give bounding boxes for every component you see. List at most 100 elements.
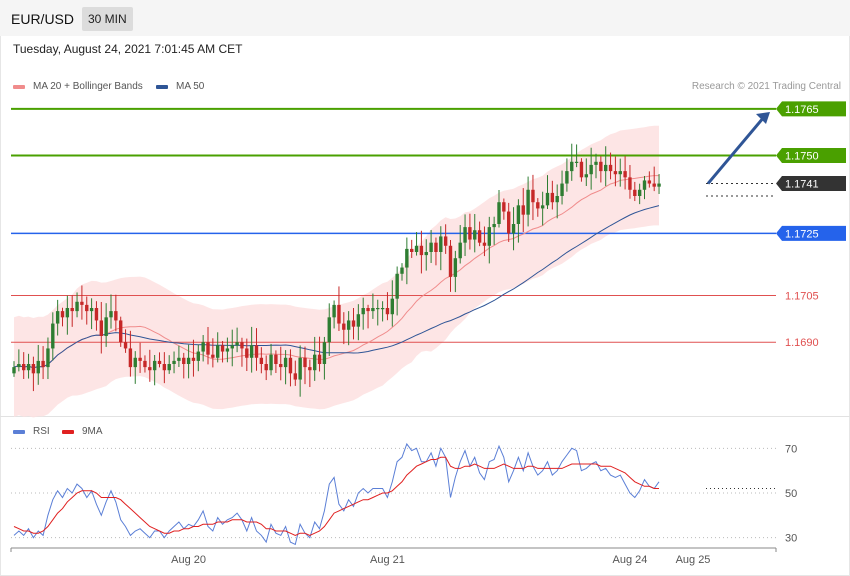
candle xyxy=(322,336,327,380)
candle xyxy=(259,347,264,374)
forecast-arrow-head xyxy=(756,112,770,124)
candle-body xyxy=(540,205,545,209)
candle-body xyxy=(162,364,167,371)
candle xyxy=(458,225,462,264)
candle xyxy=(521,188,525,233)
candle-body xyxy=(31,364,36,374)
candle-body xyxy=(17,364,21,368)
candle-body xyxy=(186,357,191,364)
candle xyxy=(12,361,16,377)
candle-body xyxy=(85,304,89,312)
candle-body xyxy=(123,342,128,349)
candle xyxy=(385,292,390,321)
candle-body xyxy=(157,360,162,364)
candle-body xyxy=(143,360,147,368)
candle xyxy=(380,301,385,322)
candle xyxy=(361,297,365,330)
candle-body xyxy=(12,367,16,374)
candle xyxy=(536,198,540,217)
candle xyxy=(17,349,21,372)
candle-body xyxy=(196,351,200,361)
candle-body xyxy=(424,252,428,256)
candle xyxy=(356,304,361,341)
candle-body xyxy=(473,230,477,240)
candle-body xyxy=(521,205,525,215)
candle-body xyxy=(584,174,588,178)
candle-body xyxy=(366,308,370,312)
candle xyxy=(114,294,118,332)
timeframe-badge[interactable]: 30 MIN xyxy=(82,7,133,31)
candle-body xyxy=(613,171,618,175)
candle-body xyxy=(191,357,196,361)
candle xyxy=(400,263,404,281)
candle xyxy=(269,343,273,376)
candle-body xyxy=(283,357,288,368)
candle xyxy=(143,355,147,373)
candle xyxy=(584,158,588,187)
candle-body xyxy=(172,360,176,364)
candle xyxy=(167,355,171,374)
candle-body xyxy=(22,364,26,371)
candle xyxy=(526,176,530,227)
chart-datetime: Tuesday, August 24, 2021 7:01:45 AM CET xyxy=(13,42,243,56)
candle-body xyxy=(206,342,210,355)
candle-body xyxy=(70,308,74,312)
candle xyxy=(36,344,40,385)
candle-body xyxy=(380,308,385,310)
candle xyxy=(448,239,453,292)
candle-body xyxy=(152,360,157,371)
candle xyxy=(279,346,283,381)
legend-9ma-swatch xyxy=(62,429,74,434)
candle xyxy=(540,191,545,226)
credit-text: Research © 2021 Trading Central xyxy=(691,81,841,92)
candle xyxy=(60,307,65,327)
candle-body xyxy=(555,196,559,203)
price-label-1.1690: 1.1690 xyxy=(785,337,819,349)
candle-body xyxy=(652,183,656,187)
candle xyxy=(41,346,45,380)
candle-body xyxy=(570,161,574,172)
candle xyxy=(419,230,424,274)
candle-body xyxy=(337,304,341,324)
candle-body xyxy=(628,177,632,190)
candle-body xyxy=(26,364,31,371)
candle xyxy=(599,156,603,183)
candle-body xyxy=(497,202,501,224)
candle xyxy=(429,230,433,263)
candle xyxy=(443,224,448,254)
candle-body xyxy=(536,202,540,209)
candle-body xyxy=(51,323,55,349)
candle-body xyxy=(405,248,409,268)
bollinger-band-area xyxy=(14,125,659,418)
legend-rsi: RSI xyxy=(13,426,50,437)
candle xyxy=(298,345,302,397)
candle-body xyxy=(487,227,491,246)
candle xyxy=(235,327,239,353)
candle xyxy=(376,299,380,326)
legend-ma20-swatch xyxy=(13,84,25,89)
candle-body xyxy=(65,308,70,318)
candle xyxy=(133,351,137,384)
candle-body xyxy=(502,202,506,212)
candle-body xyxy=(545,192,550,206)
legend-9ma-label: 9MA xyxy=(82,426,103,437)
candle-body xyxy=(468,227,472,240)
candle xyxy=(637,183,642,205)
candle xyxy=(565,158,569,192)
candle xyxy=(453,250,458,293)
candle-body xyxy=(148,367,152,371)
rsi-tick-label: 30 xyxy=(785,533,797,545)
candle-body xyxy=(453,258,458,277)
candle xyxy=(51,312,55,361)
candle-body xyxy=(579,161,584,178)
candle xyxy=(473,214,477,253)
candle xyxy=(109,294,113,329)
x-tick-label-Aug-20: Aug 20 xyxy=(171,554,206,566)
candle-body xyxy=(104,317,108,336)
candle-body xyxy=(608,164,613,172)
candle xyxy=(570,143,574,181)
candle xyxy=(70,295,74,327)
x-tick-label-Aug-24: Aug 24 xyxy=(613,554,648,566)
candle-body xyxy=(565,171,569,184)
